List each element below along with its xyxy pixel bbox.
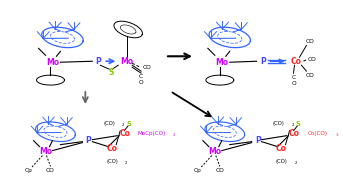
Text: $_2$: $_2$ (121, 122, 125, 129)
Text: C: C (292, 75, 296, 80)
Text: P: P (260, 57, 265, 66)
Text: P: P (255, 136, 261, 145)
Text: Co: Co (120, 129, 131, 138)
Text: S: S (126, 121, 131, 127)
Text: Co: Co (291, 57, 302, 66)
Text: (CO): (CO) (275, 159, 287, 164)
Text: (CO): (CO) (273, 121, 284, 126)
Text: CO: CO (306, 73, 314, 78)
Text: Mo: Mo (121, 57, 134, 66)
Text: Cp: Cp (25, 168, 33, 173)
Text: CO: CO (143, 65, 152, 70)
Text: Mo: Mo (46, 58, 59, 67)
Text: Mo: Mo (39, 147, 52, 156)
Text: CO: CO (306, 39, 314, 44)
Text: Cp: Cp (194, 168, 202, 173)
Text: S: S (108, 68, 114, 77)
Text: S: S (296, 121, 300, 127)
Text: Co: Co (107, 144, 118, 153)
Text: $_3$: $_3$ (335, 132, 340, 139)
Text: Co(CO): Co(CO) (307, 131, 328, 136)
Text: $_2$: $_2$ (172, 132, 176, 139)
Text: O: O (291, 81, 296, 86)
Text: CO: CO (215, 168, 224, 173)
Text: Co: Co (276, 144, 287, 153)
Text: CO: CO (307, 57, 316, 62)
Text: P: P (85, 136, 91, 145)
Text: Co: Co (289, 129, 300, 138)
Text: CO: CO (46, 168, 55, 173)
Text: (CO): (CO) (103, 121, 115, 126)
Text: O: O (139, 80, 143, 85)
Text: Mo: Mo (215, 58, 228, 67)
Text: $_2$: $_2$ (291, 122, 295, 129)
Text: (CO): (CO) (106, 159, 118, 164)
Text: $_2$: $_2$ (294, 160, 298, 167)
Text: Mo: Mo (208, 147, 221, 156)
Text: $_2$: $_2$ (124, 160, 128, 167)
Text: C: C (139, 74, 143, 79)
Text: P: P (95, 57, 101, 66)
Text: MoCp(CO): MoCp(CO) (137, 131, 165, 136)
